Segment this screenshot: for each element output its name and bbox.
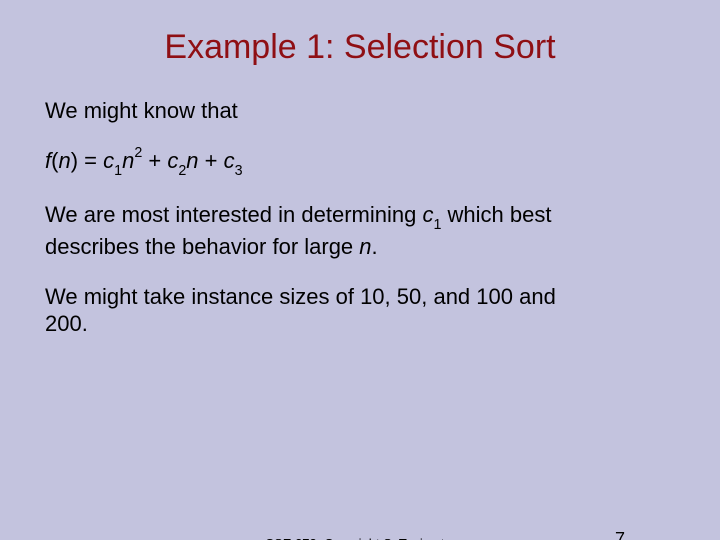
formula-c1: c [103,148,114,173]
formula-sub2: 2 [178,163,186,179]
formula-plus1: + [142,148,167,173]
formula-line: f(n) = c1n2 + c2n + c3 [45,147,675,179]
slide-footer: CSE 373, Copyright S. Tanimoto, 2001 Per… [0,536,720,540]
formula-n2: n [122,148,134,173]
interest-b1: which best [441,202,551,227]
formula-c2: c [167,148,178,173]
instances-line: We might take instance sizes of 10, 50, … [45,283,675,338]
formula-plus2: + [199,148,224,173]
intro-line: We might know that [45,97,675,125]
formula-sup2: 2 [134,145,142,161]
formula-sub1: 1 [114,163,122,179]
formula-n3: n [186,148,198,173]
interest-b2a: describes the behavior for large [45,234,359,259]
footer-line1: CSE 373, Copyright S. Tanimoto, [0,536,720,540]
instances-l2: 200. [45,311,88,336]
instances-l1: We might take instance sizes of 10, 50, … [45,284,556,309]
formula-sub3: 3 [235,163,243,179]
formula-eq: ) = [71,148,103,173]
interest-n: n [359,234,371,259]
page-number: 7 [615,529,625,540]
slide-body: We might know that f(n) = c1n2 + c2n + c… [0,97,720,338]
formula-c3: c [224,148,235,173]
interest-c: c [422,202,433,227]
interest-sub: 1 [433,217,441,233]
formula-n1: n [58,148,70,173]
slide-title: Example 1: Selection Sort [0,28,720,67]
interest-line: We are most interested in determining c1… [45,201,675,261]
interest-a: We are most interested in determining [45,202,422,227]
interest-b2b: . [372,234,378,259]
